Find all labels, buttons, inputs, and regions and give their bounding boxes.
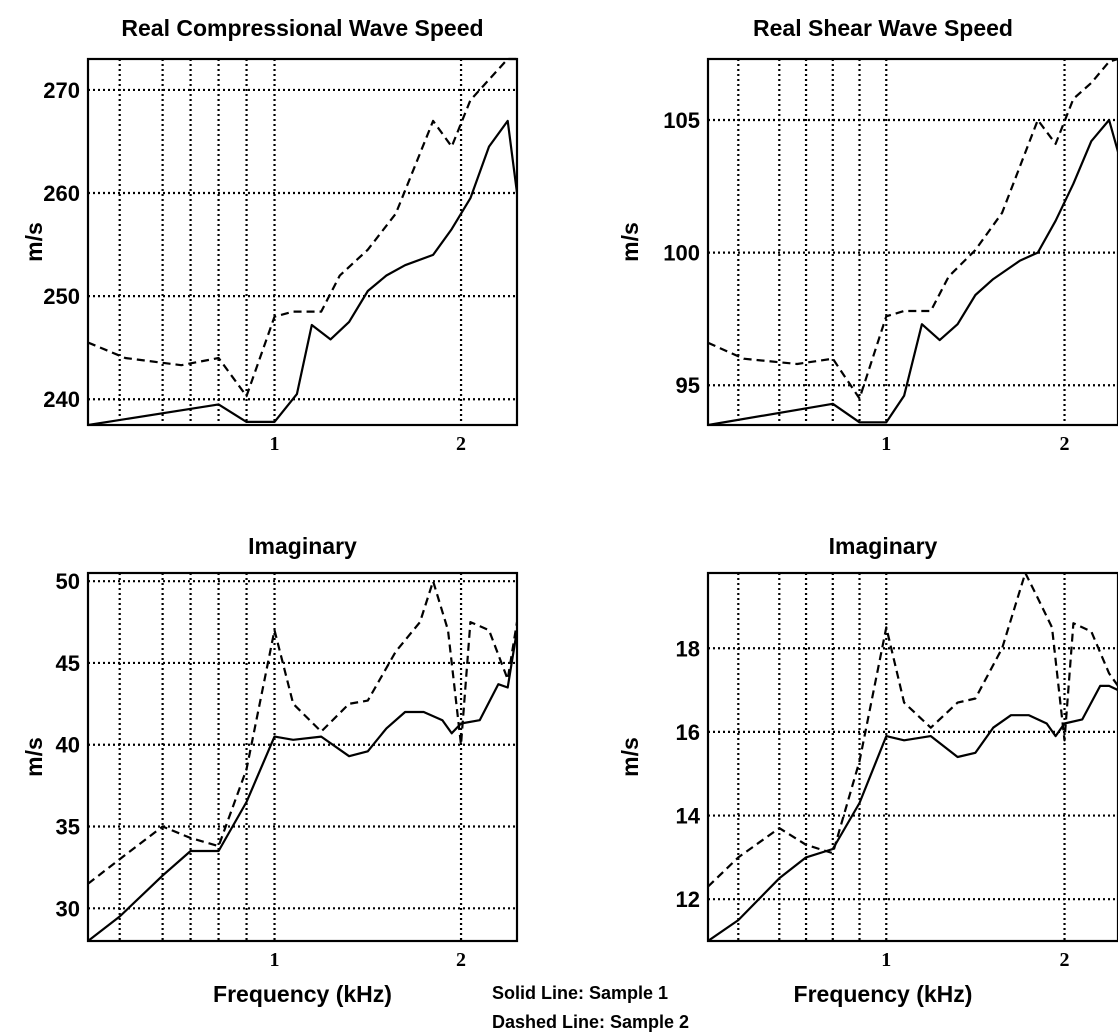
- chart-title: Imaginary: [829, 533, 938, 559]
- x-tick-label: 1: [270, 949, 280, 971]
- y-tick-label: 250: [43, 284, 80, 309]
- x-tick-label: 2: [456, 949, 466, 971]
- x-tick-label: 2: [1060, 433, 1070, 455]
- y-tick-label: 40: [56, 733, 80, 758]
- chart-panel-2: 95 100 105 1 2 Real Shear Wave Speed m/s: [617, 15, 1118, 455]
- y-tick-label: 240: [43, 387, 80, 412]
- plot-frame: [86, 57, 519, 427]
- y-tick-label: 95: [676, 373, 700, 398]
- y-tick-label: 105: [663, 108, 700, 133]
- y-tick-label: 12: [676, 887, 700, 912]
- solid-series-line: [88, 630, 517, 942]
- y-axis-label: m/s: [21, 737, 47, 777]
- y-tick-label: 45: [56, 651, 80, 676]
- solid-series-line: [708, 118, 1118, 427]
- solid-series-line: [88, 119, 517, 427]
- x-tick-label: 1: [881, 433, 891, 455]
- chart-title: Real Shear Wave Speed: [753, 15, 1013, 41]
- chart-title: Real Compressional Wave Speed: [121, 15, 483, 41]
- plot-frame: [706, 57, 1118, 427]
- x-tick-label: 2: [456, 433, 466, 455]
- solid-series-line: [708, 684, 1118, 942]
- y-axis-label: m/s: [617, 222, 643, 262]
- y-tick-label: 16: [676, 720, 700, 745]
- dashed-series-line: [708, 571, 1118, 888]
- legend-dashed: Dashed Line: Sample 2: [492, 1012, 689, 1032]
- y-tick-label: 270: [43, 78, 80, 103]
- x-tick-label: 1: [881, 949, 891, 971]
- y-tick-label: 35: [56, 815, 80, 840]
- y-tick-label: 260: [43, 181, 80, 206]
- plot-frame: [86, 571, 519, 943]
- y-axis-label: m/s: [617, 737, 643, 777]
- x-tick-label: 1: [270, 433, 280, 455]
- dashed-series-line: [708, 57, 1118, 400]
- y-tick-label: 14: [676, 804, 701, 829]
- y-tick-label: 100: [663, 241, 700, 266]
- x-tick-label: 2: [1060, 949, 1070, 971]
- chart-panel-1: 240 250 260 270 1 2 Real Compressional Wave Sp…: [21, 15, 519, 455]
- y-axis-label: m/s: [21, 222, 47, 262]
- dashed-series-line: [88, 57, 517, 398]
- y-tick-label: 30: [56, 896, 80, 921]
- plot-frame: [706, 571, 1118, 943]
- y-tick-label: 50: [56, 569, 80, 594]
- x-axis-label: Frequency (kHz): [794, 981, 973, 1007]
- chart-panel-3: 30 35 40 45 50 1 2 Imaginary m/s Frequency (kHz): [21, 533, 519, 1007]
- y-tick-label: 18: [676, 636, 700, 661]
- chart-title: Imaginary: [248, 533, 357, 559]
- legend-solid: Solid Line: Sample 1: [492, 983, 668, 1003]
- x-axis-label: Frequency (kHz): [213, 981, 392, 1007]
